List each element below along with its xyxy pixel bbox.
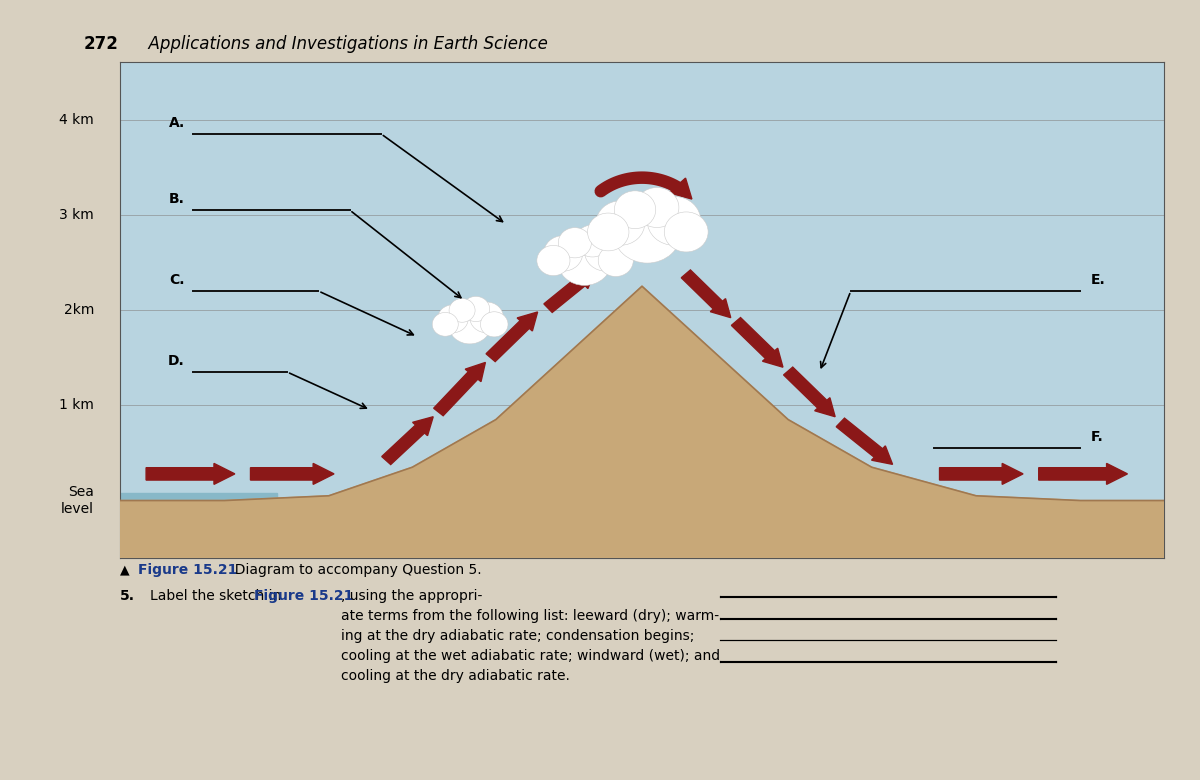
Text: 1 km: 1 km <box>59 399 94 413</box>
Circle shape <box>635 187 679 228</box>
Circle shape <box>469 302 504 333</box>
Text: B.: B. <box>169 192 185 206</box>
FancyArrow shape <box>731 317 782 367</box>
Text: Label the sketch in: Label the sketch in <box>150 589 286 603</box>
FancyArrow shape <box>682 270 731 317</box>
Text: 3 km: 3 km <box>59 207 94 222</box>
Text: Figure 15.21: Figure 15.21 <box>138 563 238 577</box>
Text: 272: 272 <box>84 35 119 53</box>
Circle shape <box>449 305 491 344</box>
FancyArrow shape <box>251 463 334 484</box>
Text: D.: D. <box>168 354 185 368</box>
Circle shape <box>614 191 655 229</box>
FancyArrow shape <box>544 270 595 313</box>
FancyArrow shape <box>784 367 835 417</box>
Circle shape <box>613 200 682 263</box>
Circle shape <box>588 213 629 251</box>
Polygon shape <box>120 286 1164 558</box>
Circle shape <box>462 296 490 321</box>
Circle shape <box>544 236 583 271</box>
FancyArrow shape <box>940 463 1024 484</box>
Text: Applications and Investigations in Earth Science: Applications and Investigations in Earth… <box>138 35 548 53</box>
Text: E.: E. <box>1091 273 1105 287</box>
FancyArrow shape <box>1039 463 1128 484</box>
Circle shape <box>584 232 628 271</box>
Text: Sea
level: Sea level <box>61 485 94 516</box>
Text: 5.: 5. <box>120 589 134 603</box>
Polygon shape <box>120 493 277 558</box>
FancyArrow shape <box>146 463 235 484</box>
Circle shape <box>596 200 644 245</box>
Circle shape <box>432 313 458 336</box>
Circle shape <box>449 299 475 322</box>
Text: 4 km: 4 km <box>59 112 94 126</box>
Circle shape <box>557 236 612 285</box>
Circle shape <box>536 246 570 275</box>
FancyArrow shape <box>433 363 486 416</box>
Text: , using the appropri-
ate terms from the following list: leeward (dry); warm-
in: , using the appropri- ate terms from the… <box>341 589 720 683</box>
Text: ▲: ▲ <box>120 563 134 576</box>
FancyArrow shape <box>486 312 538 362</box>
FancyArrow shape <box>670 178 692 199</box>
Text: 2km: 2km <box>64 303 94 317</box>
Text: F.: F. <box>1091 431 1104 445</box>
Circle shape <box>438 305 468 333</box>
FancyArrow shape <box>836 418 893 464</box>
Circle shape <box>647 197 701 245</box>
Circle shape <box>665 212 708 252</box>
Circle shape <box>480 312 508 337</box>
Circle shape <box>575 225 610 257</box>
Text: Diagram to accompany Question 5.: Diagram to accompany Question 5. <box>226 563 481 577</box>
FancyArrow shape <box>382 417 433 465</box>
Text: C.: C. <box>169 273 185 287</box>
Text: Figure 15.21: Figure 15.21 <box>254 589 354 603</box>
Text: A.: A. <box>168 116 185 130</box>
Circle shape <box>558 228 592 258</box>
Circle shape <box>599 244 634 277</box>
